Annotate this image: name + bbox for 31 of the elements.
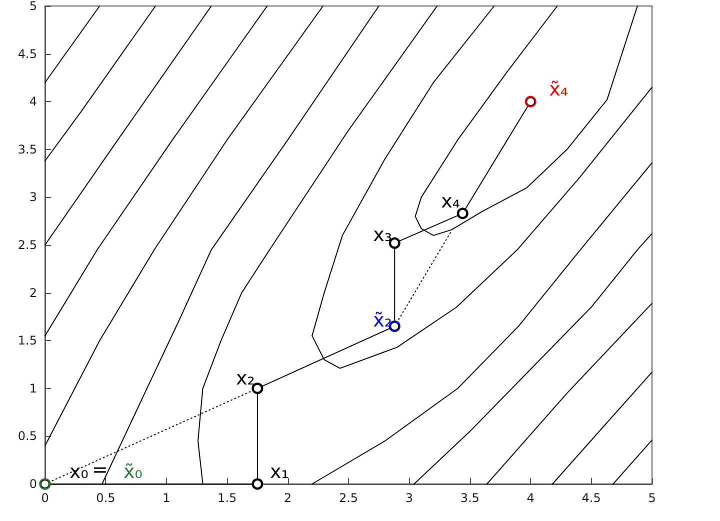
y-tick-label: 2	[29, 286, 37, 300]
x-tick-label: 4	[526, 491, 534, 505]
series-label: x₄	[441, 190, 460, 212]
y-tick-label: 0	[29, 477, 37, 491]
series-label: x̃₂	[373, 309, 392, 332]
x-tick-label: 5	[648, 491, 656, 505]
annotation: =	[92, 459, 108, 481]
y-tick-label: 5	[29, 0, 37, 13]
series-label: x₃	[373, 224, 392, 246]
y-tick-label: 0.5	[18, 429, 37, 444]
text: x̃₀	[124, 461, 142, 483]
y-tick-label: 3.5	[18, 142, 37, 156]
series-label: x₁	[270, 461, 289, 483]
x-tick-label: 3	[405, 491, 414, 505]
series-label: x̃₄	[549, 78, 568, 101]
y-tick-label: 1	[29, 381, 37, 396]
y-tick-label: 1.5	[18, 334, 37, 348]
x-tick-label: 0.5	[96, 491, 116, 505]
y-tick-label: 4	[29, 94, 37, 109]
x-tick-label: 4.5	[582, 491, 601, 505]
x-tick-label: 2.5	[338, 491, 358, 505]
x-tick-label: 0	[41, 491, 49, 505]
series-label: x₀	[70, 461, 88, 483]
y-tick-label: 3	[29, 190, 37, 204]
y-tick-label: 4.5	[18, 46, 37, 61]
x-tick-label: 1	[162, 491, 170, 505]
x-tick-label: 3.5	[460, 491, 480, 505]
series-label: x₂	[236, 367, 255, 390]
x-tick-label: 1.5	[218, 491, 237, 505]
y-tick-label: 2.5	[18, 238, 37, 252]
x-tick-label: 2	[284, 491, 292, 505]
